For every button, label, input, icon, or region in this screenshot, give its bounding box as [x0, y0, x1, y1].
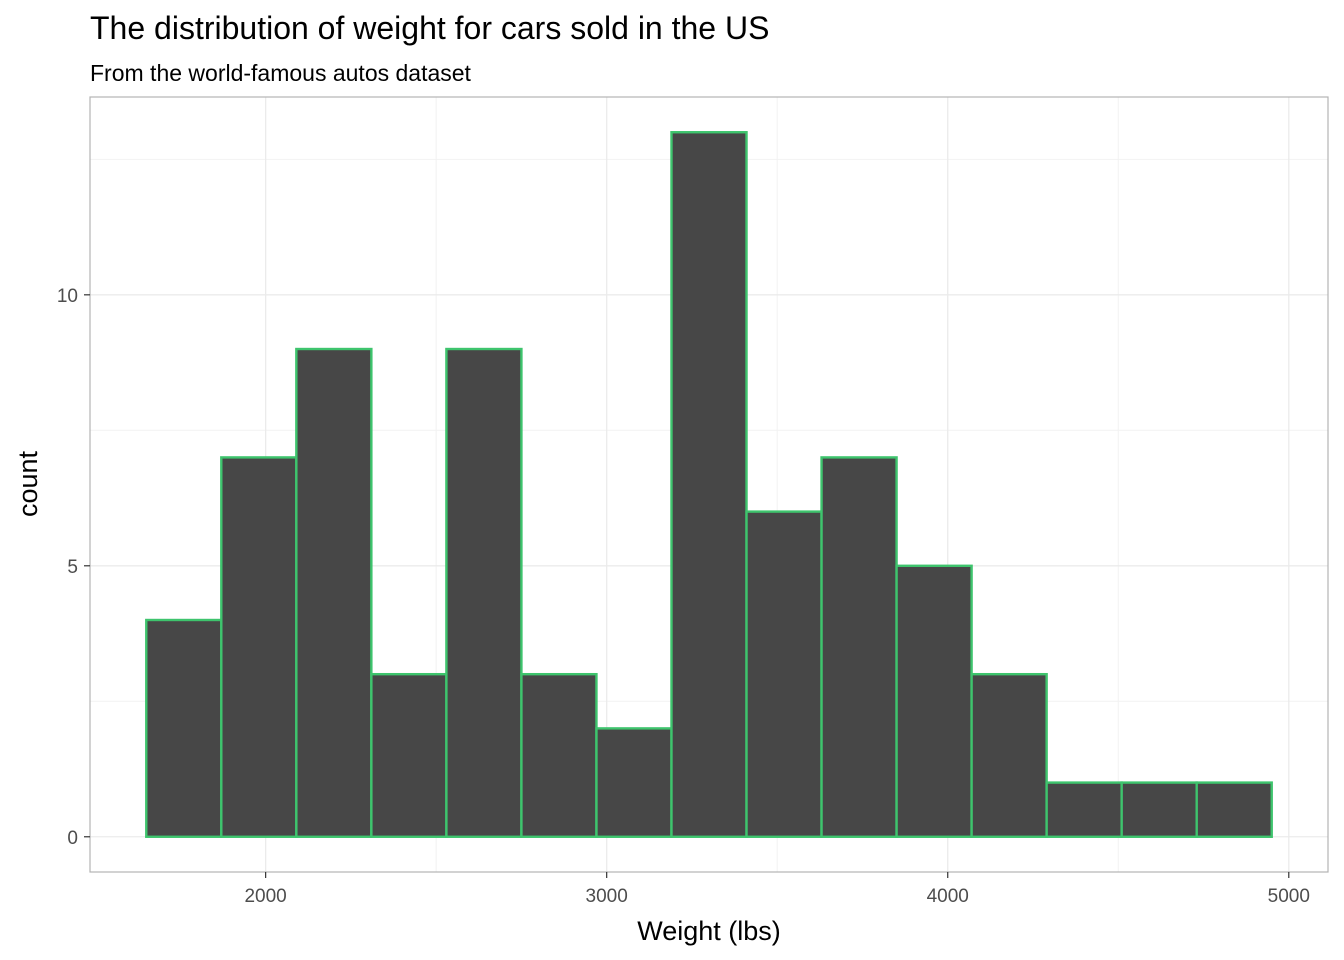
x-axis-title: Weight (lbs): [637, 916, 781, 946]
histogram-bar: [970, 672, 1048, 838]
histogram-bar: [520, 672, 598, 838]
histogram-bar: [145, 618, 223, 838]
histogram-bar: [895, 564, 973, 838]
y-axis: 0 5 10: [57, 286, 90, 849]
chart-title: The distribution of weight for cars sold…: [90, 10, 770, 46]
histogram-bar: [1195, 781, 1273, 838]
histogram-bar: [220, 456, 298, 838]
plot-border: [89, 96, 1329, 873]
histogram-bars: [145, 131, 1273, 838]
histogram-bar: [820, 456, 898, 838]
y-tick-label: 5: [67, 557, 78, 578]
histogram-bar: [595, 727, 673, 838]
histogram-bar: [1045, 781, 1123, 838]
x-tick-label: 3000: [586, 886, 628, 907]
histogram-bar: [370, 672, 448, 838]
chart-subtitle: From the world-famous autos dataset: [90, 60, 471, 86]
histogram-bar: [295, 347, 373, 838]
histogram-bar: [670, 131, 748, 838]
y-axis-title: count: [13, 450, 43, 517]
x-tick-label: 4000: [927, 886, 969, 907]
histogram-bar: [1120, 781, 1198, 838]
histogram-bar: [745, 510, 823, 838]
x-axis: 2000 3000 4000 5000: [244, 872, 1310, 907]
x-tick-label: 5000: [1268, 886, 1310, 907]
y-tick-label: 10: [57, 286, 78, 307]
x-tick-label: 2000: [244, 886, 286, 907]
y-tick-label: 0: [67, 828, 78, 849]
histogram-bar: [445, 347, 523, 838]
